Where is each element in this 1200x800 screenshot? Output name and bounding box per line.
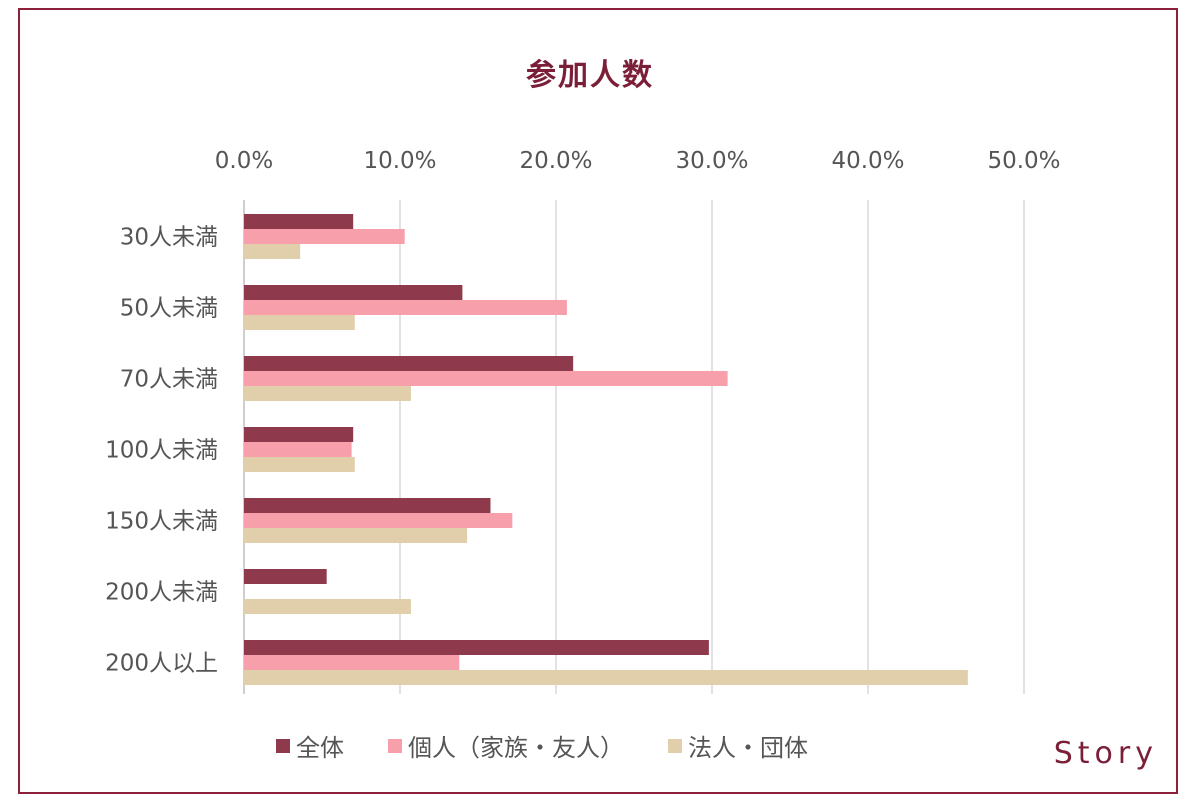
x-tick-label: 50.0% — [987, 148, 1060, 174]
category-label: 100人未満 — [105, 438, 218, 464]
story-logo: Story — [1053, 736, 1158, 771]
x-tick-label: 20.0% — [519, 148, 592, 174]
legend-item-individual: 個人（家族・友人） — [388, 728, 624, 763]
category-label: 200人以上 — [105, 651, 218, 677]
x-tick-label: 10.0% — [363, 148, 436, 174]
bar — [244, 427, 354, 442]
legend-label-all: 全体 — [296, 734, 344, 762]
bar — [244, 498, 491, 513]
x-tick-label: 30.0% — [675, 148, 748, 174]
legend-item-all: 全体 — [276, 728, 344, 763]
y-axis-categories: 30人未満 50人未満 70人未満 100人未満 150人未満 200人未満 200人以上 — [105, 225, 218, 677]
bar — [244, 229, 405, 244]
bar — [244, 371, 728, 386]
bar — [244, 670, 968, 685]
bar — [244, 513, 513, 528]
bar — [244, 285, 463, 300]
bar — [244, 528, 468, 543]
bar — [244, 214, 354, 229]
chart-title: 参加人数 — [526, 58, 654, 93]
bar — [244, 569, 327, 584]
bar — [244, 386, 411, 401]
bar — [244, 655, 460, 670]
legend-label-individual: 個人（家族・友人） — [408, 734, 624, 762]
bar — [244, 356, 574, 371]
category-label: 70人未満 — [120, 367, 218, 393]
x-axis-ticks: 0.0% 10.0% 20.0% 30.0% 40.0% 50.0% — [215, 148, 1061, 174]
category-label: 50人未満 — [120, 296, 218, 322]
legend-swatch-all — [276, 738, 290, 753]
category-label: 200人未満 — [105, 580, 218, 606]
bar — [244, 457, 355, 472]
category-label: 30人未満 — [120, 225, 218, 251]
grid-lines — [243, 200, 1025, 694]
legend: 全体 個人（家族・友人） 法人・団体 — [276, 728, 808, 763]
bars — [244, 214, 968, 685]
bar — [244, 640, 709, 655]
x-tick-label: 40.0% — [831, 148, 904, 174]
chart-frame — [18, 8, 1178, 794]
bar — [244, 300, 567, 315]
bar — [244, 244, 301, 259]
bar — [244, 315, 355, 330]
x-tick-label: 0.0% — [215, 148, 273, 174]
legend-item-corporate: 法人・団体 — [668, 728, 808, 763]
bar — [244, 442, 352, 457]
legend-label-corporate: 法人・団体 — [688, 734, 808, 762]
category-label: 150人未満 — [105, 509, 218, 535]
bar — [244, 599, 411, 614]
legend-swatch-corporate — [668, 738, 682, 753]
legend-swatch-individual — [388, 738, 402, 753]
